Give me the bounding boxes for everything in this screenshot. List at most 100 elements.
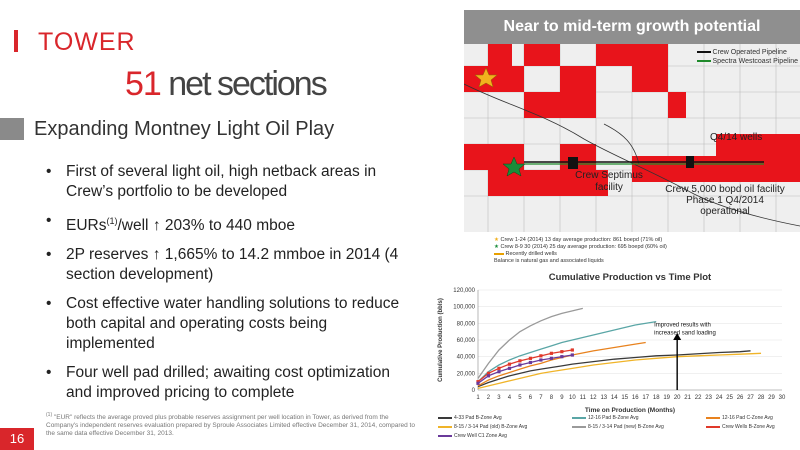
- page-title: TOWER: [38, 28, 136, 56]
- x-tick-label: 22: [695, 395, 702, 401]
- x-tick-label: 5: [518, 395, 522, 401]
- legend-crew-pipeline: Crew Operated Pipeline: [696, 48, 798, 57]
- y-tick-label: 100,000: [453, 305, 475, 311]
- bullet-dot: •: [46, 246, 52, 264]
- y-tick-label: 120,000: [453, 288, 475, 294]
- x-tick-label: 14: [611, 395, 618, 401]
- legend-label: Spectra Westcoast Pipeline: [712, 58, 798, 65]
- chart-title: Cumulative Production vs Time Plot: [548, 272, 712, 283]
- data-point: [539, 354, 543, 358]
- series-line: [477, 307, 583, 379]
- legend-item: 12-16 Pad C-Zone Avg: [706, 415, 773, 421]
- legend-swatch: [438, 434, 452, 437]
- legend-label: 12-16 Pad B-Zone Avg: [588, 415, 639, 421]
- up-arrow-icon: ↑: [152, 217, 161, 235]
- oil-facility-label: Crew 5,000 bopd oil facility Phase 1 Q4/…: [665, 184, 785, 217]
- legend-label: Crew Well C1 Zone Avg: [454, 433, 507, 439]
- up-arrow-icon: ↑: [152, 246, 161, 264]
- x-tick-label: 19: [663, 395, 670, 401]
- x-tick-label: 28: [758, 395, 765, 401]
- map-legend: Crew Operated Pipeline Spectra Westcoast…: [696, 48, 798, 66]
- x-tick-label: 20: [674, 395, 681, 401]
- subtitle: Expanding Montney Light Oil Play: [34, 118, 335, 140]
- x-tick-label: 6: [529, 395, 533, 401]
- x-tick-label: 26: [737, 395, 744, 401]
- data-point: [497, 366, 501, 370]
- series-line: [477, 341, 646, 387]
- x-tick-label: 9: [560, 395, 564, 401]
- bullet-text: 203% to 440 mboe: [160, 217, 295, 235]
- legend-swatch: [572, 425, 586, 428]
- x-tick-label: 1: [476, 395, 480, 401]
- legend-label: Crew Operated Pipeline: [712, 49, 787, 56]
- legend-item: Crew Well C1 Zone Avg: [438, 433, 507, 439]
- x-tick-label: 10: [569, 395, 576, 401]
- data-point: [486, 371, 491, 375]
- x-tick-label: 27: [747, 395, 754, 401]
- data-point: [539, 358, 543, 362]
- legend-row: Recently drilled wells: [494, 251, 667, 258]
- data-point: [570, 348, 574, 352]
- bullet-text: Cost effective water handling solutions …: [66, 295, 400, 353]
- legend-label: 8-15 / 3-14 Pad (new) B-Zone Avg: [588, 424, 664, 430]
- production-chart: 0 20,000 40,000 60,000 80,000 100,000 120,000 1…: [438, 288, 786, 414]
- bullet-text: 2P reserves: [66, 246, 153, 264]
- footnote-ref: (1): [106, 216, 118, 226]
- x-tick-label: 21: [684, 395, 691, 401]
- footnote: (1) "EUR" reflects the average proved pl…: [46, 411, 416, 438]
- legend-label: 4-33 Pad B-Zone Avg: [454, 415, 502, 421]
- accent-tick: [14, 30, 18, 52]
- legend-row: Balance is natural gas and associated li…: [494, 258, 667, 265]
- data-point: [507, 362, 512, 366]
- section-marker: [0, 118, 24, 140]
- legend-label: Crew Wells B-Zone Avg: [722, 424, 775, 430]
- bullet-list: • First of several light oil, high netbac…: [46, 162, 411, 412]
- bullet-item: • Four well pad drilled; awaiting cost op…: [46, 363, 411, 403]
- series-line: [477, 352, 762, 389]
- map-well-legend: ★ Crew 1-24 (2014) 13 day average produc…: [494, 237, 667, 265]
- legend-label: 12-16 Pad C-Zone Avg: [722, 415, 773, 421]
- bullet-item: • Cost effective water handling solutions…: [46, 294, 411, 354]
- legend-swatch: [438, 416, 452, 419]
- y-axis-label: Cumulative Production (bbls): [438, 298, 444, 382]
- q4-wells-label: Q4/14 wells: [710, 132, 763, 143]
- oil-facility-icon: [686, 156, 694, 168]
- series-line: [477, 354, 573, 384]
- legend-spectra-pipeline: Spectra Westcoast Pipeline: [696, 57, 798, 66]
- series-line: [477, 349, 573, 383]
- x-tick-label: 7: [539, 395, 543, 401]
- x-tick-label: 16: [632, 395, 639, 401]
- x-tick-label: 24: [716, 395, 723, 401]
- series-line: [477, 350, 751, 388]
- data-point: [560, 350, 564, 354]
- gold-star-icon: ★: [494, 237, 499, 243]
- annotation-text: Improved results with increased sand load…: [654, 323, 716, 337]
- footnote-text: "EUR" reflects the average proved plus p…: [46, 414, 415, 438]
- crew-land-parcels: [464, 44, 800, 196]
- x-tick-label: 23: [705, 395, 712, 401]
- bullet-dot: •: [46, 295, 52, 313]
- series-line: [477, 321, 657, 383]
- data-point: [560, 355, 564, 359]
- legend-text: Crew 8-9 30 (2014) 25 day average produc…: [500, 244, 667, 250]
- bullet-text: 1,665% to 14.2 mmboe in 2014 (4 section …: [66, 246, 399, 284]
- data-point: [549, 356, 553, 360]
- x-tick-label: 18: [653, 395, 660, 401]
- x-tick-label: 13: [600, 395, 607, 401]
- bullet-item: • 2P reserves ↑ 1,665% to 14.2 mmboe in 2…: [46, 245, 411, 285]
- net-sections-number: 51: [125, 65, 162, 103]
- x-tick-label: 4: [508, 395, 512, 401]
- drilled-well-swatch: [494, 252, 504, 255]
- x-tick-label: 29: [768, 395, 775, 401]
- map-graphic: [464, 44, 800, 232]
- gold-star-icon: [474, 67, 498, 88]
- net-sections-heading: 51 net sections: [125, 65, 328, 104]
- legend-text: Recently drilled wells: [505, 251, 557, 257]
- septimus-facility-icon: [568, 157, 578, 169]
- legend-item: 8-15 / 3-14 Pad (old) B-Zone Avg: [438, 424, 527, 430]
- legend-label: 8-15 / 3-14 Pad (old) B-Zone Avg: [454, 424, 528, 430]
- x-tick-label: 25: [726, 395, 733, 401]
- legend-swatch: [438, 425, 452, 428]
- data-point: [497, 370, 501, 374]
- y-tick-label: 20,000: [457, 371, 476, 377]
